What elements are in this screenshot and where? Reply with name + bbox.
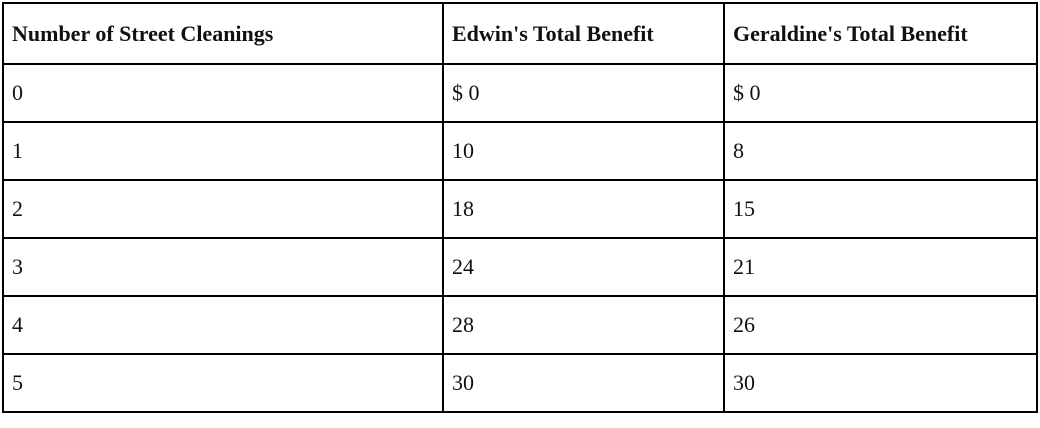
table-cell: 1 — [2, 121, 444, 181]
table-row: 2 18 15 — [2, 179, 1038, 239]
table-cell: 18 — [442, 179, 725, 239]
table-cell: 30 — [442, 353, 725, 413]
table-cell: $ 0 — [723, 63, 1038, 123]
table-cell: 10 — [442, 121, 725, 181]
table-cell: 0 — [2, 63, 444, 123]
table-cell: 28 — [442, 295, 725, 355]
table-cell: 24 — [442, 237, 725, 297]
header-cell: Edwin's Total Benefit — [442, 2, 725, 65]
table-cell: 2 — [2, 179, 444, 239]
benefit-table: Number of Street Cleanings Edwin's Total … — [2, 2, 1038, 413]
table-cell: $ 0 — [442, 63, 725, 123]
table-row: 0 $ 0 $ 0 — [2, 63, 1038, 123]
header-cell: Number of Street Cleanings — [2, 2, 444, 65]
table-cell: 5 — [2, 353, 444, 413]
table-row: 1 10 8 — [2, 121, 1038, 181]
table-row: 4 28 26 — [2, 295, 1038, 355]
table-row: 5 30 30 — [2, 353, 1038, 413]
table-cell: 3 — [2, 237, 444, 297]
table-cell: 21 — [723, 237, 1038, 297]
table-cell: 8 — [723, 121, 1038, 181]
header-row: Number of Street Cleanings Edwin's Total … — [2, 2, 1038, 65]
table-body: 0 $ 0 $ 0 1 10 8 2 18 15 3 24 21 4 28 26 5 30 30 — [2, 63, 1038, 413]
header-cell: Geraldine's Total Benefit — [723, 2, 1038, 65]
table-cell: 4 — [2, 295, 444, 355]
table-cell: 30 — [723, 353, 1038, 413]
table-cell: 26 — [723, 295, 1038, 355]
table-cell: 15 — [723, 179, 1038, 239]
table-row: 3 24 21 — [2, 237, 1038, 297]
